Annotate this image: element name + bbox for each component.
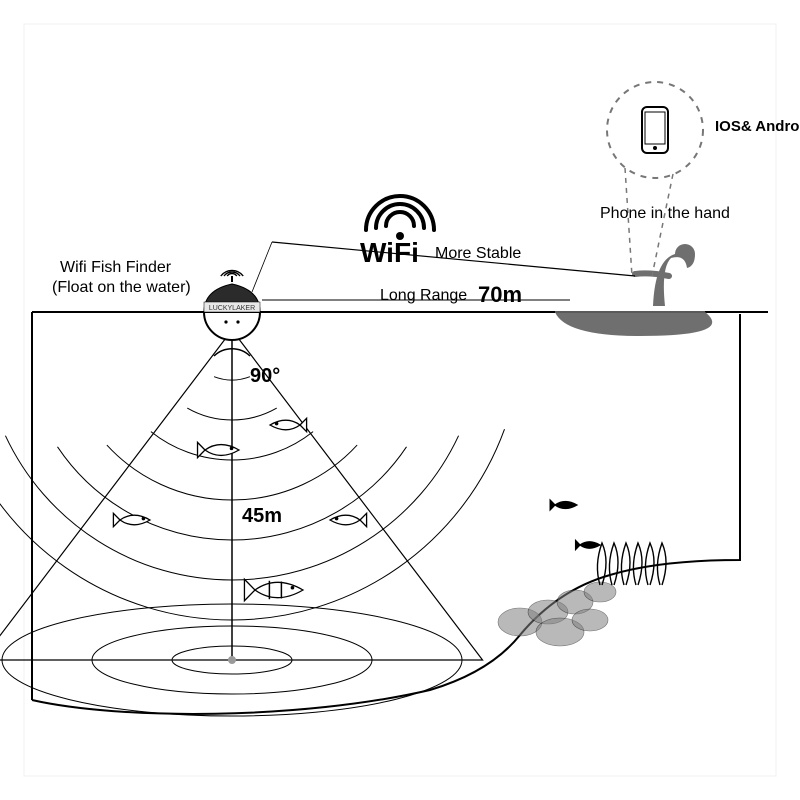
- fish-icon: [330, 513, 367, 526]
- boat: [555, 244, 712, 336]
- fish-icon: [198, 442, 239, 457]
- fish-icon: [244, 579, 303, 601]
- fish-icon: [113, 513, 150, 526]
- fish-icon: [550, 500, 577, 510]
- fish-finder-device: LUCKYLAKER: [204, 270, 260, 340]
- wifi-icon: [386, 212, 414, 226]
- fishing-line: [252, 242, 272, 292]
- range-value: 70m: [478, 282, 522, 307]
- rocks: [498, 582, 616, 646]
- os-label: IOS& Android: [715, 118, 800, 135]
- device-sub: (Float on the water): [52, 279, 191, 296]
- brand-label: LUCKYLAKER: [209, 305, 255, 312]
- wifi-note: More Stable: [435, 245, 521, 262]
- device-title: Wifi Fish Finder: [60, 259, 172, 276]
- wifi-icon: [376, 204, 424, 228]
- weeds: [597, 543, 666, 585]
- range-label: Long Range: [380, 287, 467, 304]
- phone-hand-label: Phone in the hand: [600, 205, 730, 222]
- depth-label: 45m: [242, 505, 282, 527]
- wifi-label: WiFi: [360, 237, 419, 268]
- lakebed: [32, 314, 740, 714]
- fish-icon: [576, 541, 600, 550]
- angle-label: 90°: [250, 365, 280, 387]
